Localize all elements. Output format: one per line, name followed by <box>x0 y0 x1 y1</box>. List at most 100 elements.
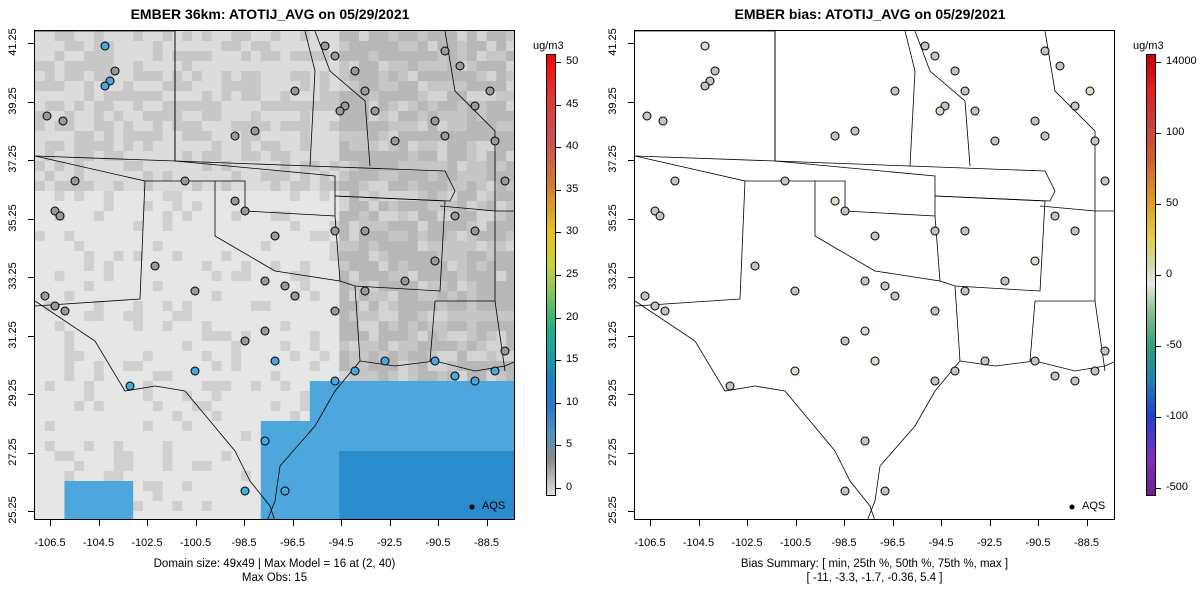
grid-cell <box>201 511 213 519</box>
grid-cell <box>368 41 380 52</box>
grid-cell <box>192 31 203 42</box>
grid-cell <box>54 451 66 462</box>
aqs-bias-marker <box>642 111 652 121</box>
grid-cell <box>260 341 272 352</box>
grid-cell <box>142 141 154 152</box>
grid-cell <box>496 401 507 412</box>
grid-cell <box>447 241 458 252</box>
grid-cell <box>142 271 154 282</box>
grid-cell <box>64 141 75 152</box>
grid-cell <box>172 261 183 272</box>
grid-cell <box>64 311 75 322</box>
grid-cell <box>447 441 458 452</box>
grid-cell <box>378 241 389 252</box>
grid-cell <box>250 481 262 492</box>
grid-cell <box>309 411 321 422</box>
grid-cell <box>466 351 478 362</box>
aqs-bias-marker <box>1070 101 1080 111</box>
grid-cell <box>408 321 419 332</box>
grid-cell <box>123 91 134 102</box>
grid-cell <box>368 161 380 172</box>
grid-cell <box>349 81 360 92</box>
grid-cell <box>211 121 223 132</box>
grid-cell <box>486 261 497 272</box>
grid-cell <box>93 211 105 222</box>
grid-cell <box>486 391 497 402</box>
grid-cell <box>309 201 321 212</box>
grid-cell <box>368 91 380 102</box>
grid-cell <box>35 171 46 182</box>
grid-cell <box>417 441 429 452</box>
grid-cell <box>476 501 488 512</box>
aqs-site-marker <box>260 436 270 446</box>
grid-cell <box>152 391 164 402</box>
grid-cell <box>35 121 46 132</box>
grid-cell <box>192 131 203 142</box>
grid-cell <box>349 71 360 82</box>
grid-cell <box>486 151 497 162</box>
grid-cell <box>44 481 56 492</box>
grid-cell <box>368 361 380 372</box>
grid-cell <box>368 381 380 392</box>
aqs-site-marker <box>270 356 280 366</box>
grid-cell <box>309 121 321 132</box>
grid-cell <box>466 251 478 262</box>
grid-cell <box>84 451 95 462</box>
grid-cell <box>241 271 252 282</box>
grid-cell <box>93 231 105 242</box>
grid-cell <box>457 361 468 372</box>
grid-cell <box>437 111 448 122</box>
grid-cell <box>309 491 321 502</box>
grid-cell <box>358 141 370 152</box>
grid-cell <box>417 261 429 272</box>
grid-cell <box>290 411 301 422</box>
grid-cell <box>329 481 340 492</box>
grid-cell <box>437 281 448 292</box>
grid-cell <box>388 421 399 432</box>
grid-cell <box>84 511 95 519</box>
grid-cell <box>250 381 262 392</box>
grid-cell <box>319 441 331 452</box>
grid-cell <box>192 151 203 162</box>
aqs-site-marker <box>490 366 500 376</box>
grid-cell <box>496 301 507 312</box>
grid-cell <box>506 281 514 292</box>
grid-cell <box>349 171 360 182</box>
grid-cell <box>398 441 409 452</box>
state-line <box>444 31 496 211</box>
grid-cell <box>457 31 468 42</box>
grid-cell <box>182 341 193 352</box>
grid-cell <box>152 331 164 342</box>
grid-cell <box>388 311 399 322</box>
grid-cell <box>427 301 439 312</box>
aqs-bias-marker <box>860 436 870 446</box>
grid-cell <box>378 151 389 162</box>
grid-cell <box>466 301 478 312</box>
grid-cell <box>201 91 213 102</box>
grid-cell <box>290 221 301 232</box>
grid-cell <box>172 121 183 132</box>
grid-cell <box>103 461 115 472</box>
grid-cell <box>113 451 124 462</box>
grid-cell <box>162 91 174 102</box>
grid-cell <box>44 461 56 472</box>
grid-cell <box>64 441 75 452</box>
grid-cell <box>103 71 115 82</box>
grid-cell <box>231 471 242 482</box>
grid-cell <box>44 511 56 519</box>
grid-cell <box>486 501 497 512</box>
grid-cell <box>260 171 272 182</box>
grid-cell <box>349 121 360 132</box>
grid-cell <box>211 391 223 402</box>
grid-cell <box>476 91 488 102</box>
grid-cell <box>84 231 95 242</box>
grid-cell <box>486 201 497 212</box>
grid-cell <box>300 181 311 192</box>
grid-cell <box>398 191 409 202</box>
grid-cell <box>466 131 478 142</box>
grid-cell <box>466 271 478 282</box>
aqs-site-marker <box>440 46 450 56</box>
grid-cell <box>368 261 380 272</box>
state-line <box>334 195 446 292</box>
grid-cell <box>201 231 213 242</box>
